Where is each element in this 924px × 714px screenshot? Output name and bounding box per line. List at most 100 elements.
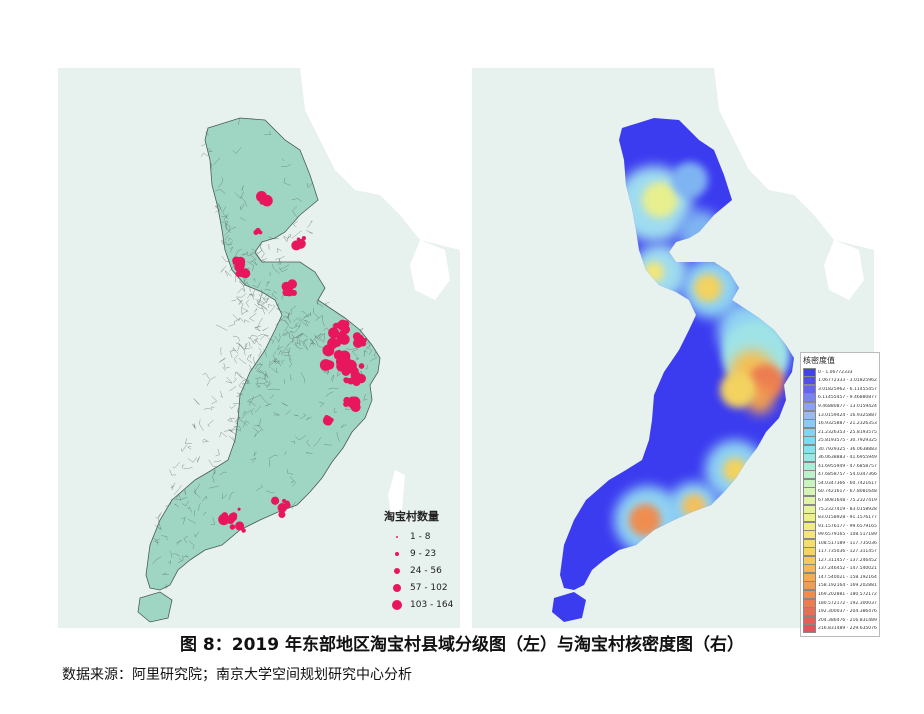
county-boundary <box>255 364 262 370</box>
county-boundary <box>257 303 268 311</box>
right-legend-item: 47.6858757 - 54.0347366 <box>803 470 877 480</box>
right-legend-item: 6.11455457 - 9.46880877 <box>803 393 877 403</box>
county-boundary <box>284 451 287 456</box>
county-boundary <box>287 340 295 346</box>
county-boundary <box>273 290 278 294</box>
county-boundary <box>284 311 291 318</box>
county-boundary <box>238 357 247 365</box>
county-boundary <box>314 334 321 341</box>
county-boundary <box>251 408 254 415</box>
county-boundary <box>309 337 315 344</box>
county-boundary <box>213 460 222 463</box>
county-boundary <box>223 363 230 369</box>
county-boundary <box>294 342 301 348</box>
county-boundary <box>257 343 262 347</box>
right-legend-label: 6.11455457 - 9.46880877 <box>818 395 877 401</box>
county-boundary <box>271 263 280 274</box>
legend-swatch <box>803 555 816 565</box>
county-boundary <box>283 347 291 353</box>
county-boundary <box>247 395 261 401</box>
left-region-land <box>145 117 381 591</box>
county-boundary <box>274 358 281 364</box>
county-boundary <box>213 469 216 475</box>
county-boundary <box>224 426 237 432</box>
legend-dot-icon <box>392 599 402 610</box>
county-boundary <box>227 417 236 420</box>
village-dot <box>277 503 288 513</box>
county-boundary <box>201 143 206 147</box>
county-boundary <box>248 341 253 349</box>
county-boundary <box>265 383 272 388</box>
county-boundary <box>220 390 223 398</box>
county-boundary <box>199 419 204 431</box>
county-boundary <box>192 423 196 430</box>
county-boundary <box>323 443 333 446</box>
village-dot <box>235 256 246 267</box>
village-dot <box>348 402 353 407</box>
left-hainan <box>137 591 173 623</box>
figure-caption: 图 8：2019 年东部地区淘宝村县域分级图（左）与淘宝村核密度图（右） <box>180 635 744 655</box>
county-boundary <box>299 413 307 420</box>
right-legend-label: 169.202881 - 180.572172 <box>818 591 877 597</box>
county-boundary <box>251 248 259 254</box>
county-boundary <box>179 558 183 562</box>
county-boundary <box>272 292 279 300</box>
right-legend-label: 47.6858757 - 54.0347366 <box>818 472 877 478</box>
legend-swatch <box>803 572 816 582</box>
county-boundary <box>264 372 269 379</box>
village-dot <box>353 338 364 349</box>
village-dot <box>333 349 344 361</box>
county-boundary <box>313 333 324 341</box>
county-boundary <box>237 392 244 395</box>
county-boundary <box>235 342 240 352</box>
county-boundary <box>170 485 173 489</box>
legend-swatch <box>803 478 816 488</box>
county-boundary <box>242 411 247 415</box>
data-source: 数据来源：阿里研究院；南京大学空间规划研究中心分析 <box>62 667 412 683</box>
county-boundary <box>257 381 268 385</box>
left-legend-label: 24 - 56 <box>410 565 442 576</box>
legend-swatch <box>803 530 816 540</box>
village-dot <box>322 344 335 357</box>
county-boundary <box>203 511 206 516</box>
left-neighbor-land <box>300 68 460 250</box>
village-dot <box>343 377 350 384</box>
legend-swatch <box>803 607 816 617</box>
right-legend-label: 127.311457 - 137.246452 <box>818 557 877 563</box>
village-dot <box>341 367 351 376</box>
county-boundary <box>249 334 258 340</box>
county-boundary <box>258 333 269 337</box>
right-legend-item: 60.7421617 - 67.8081648 <box>803 487 877 497</box>
county-boundary <box>303 313 310 318</box>
right-legend-label: 9.46880877 - 13.0159424 <box>818 403 877 409</box>
village-dot <box>229 524 236 530</box>
right-legend-item: 137.246452 - 147.540021 <box>803 564 877 574</box>
county-boundary <box>292 206 298 218</box>
county-boundary <box>228 320 235 327</box>
county-boundary <box>253 290 256 295</box>
county-boundary <box>257 293 262 305</box>
left-legend-item: 1 - 8 <box>384 528 484 545</box>
county-boundary <box>200 152 209 157</box>
county-boundary <box>247 251 255 257</box>
county-boundary <box>229 350 236 358</box>
county-boundary <box>254 308 258 313</box>
county-boundary <box>237 118 241 125</box>
right-legend-label: 204.386476 - 216.831489 <box>818 617 877 623</box>
county-boundary <box>174 497 188 500</box>
county-boundary <box>242 420 250 428</box>
right-legend-item: 1.06772333 - 3.01825962 <box>803 376 877 386</box>
county-boundary <box>287 348 292 361</box>
county-boundary <box>244 343 247 350</box>
legend-swatch <box>803 598 816 608</box>
right-legend-item: 169.202881 - 180.572172 <box>803 590 877 599</box>
density-hotspot <box>642 182 678 218</box>
village-dot <box>221 512 229 519</box>
county-boundary <box>251 260 258 266</box>
county-boundary <box>249 401 256 407</box>
right-legend-label: 99.6579165 - 108.517189 <box>818 532 877 538</box>
county-boundary <box>197 455 201 463</box>
county-boundary <box>242 310 248 315</box>
right-legend-label: 60.7421617 - 67.8081648 <box>818 489 877 495</box>
county-boundary <box>313 437 322 447</box>
